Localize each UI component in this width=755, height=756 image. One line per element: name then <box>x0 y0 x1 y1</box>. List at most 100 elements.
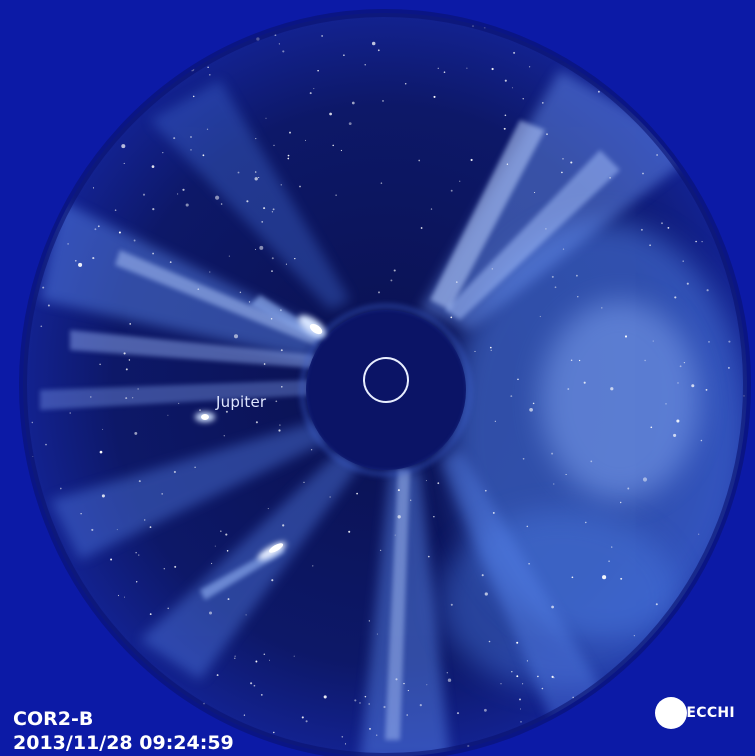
star <box>455 281 458 283</box>
star <box>528 66 531 68</box>
star <box>86 158 88 161</box>
star <box>90 72 93 74</box>
star <box>279 424 281 426</box>
star <box>529 407 533 412</box>
star <box>214 545 216 547</box>
star <box>243 714 246 716</box>
star <box>686 282 689 285</box>
star <box>125 397 128 400</box>
jupiter-label: Jupiter <box>216 393 267 411</box>
star <box>271 579 274 582</box>
star <box>129 323 131 325</box>
star <box>551 48 554 51</box>
star <box>525 30 528 33</box>
star <box>541 687 544 690</box>
star <box>554 286 557 289</box>
occulter-disk <box>306 310 466 470</box>
star <box>209 611 212 615</box>
star <box>519 708 522 710</box>
star <box>579 719 581 722</box>
star <box>698 533 700 535</box>
star <box>67 243 69 245</box>
star <box>220 203 223 205</box>
star <box>64 58 68 62</box>
star <box>703 28 705 31</box>
star <box>172 40 175 43</box>
star <box>466 67 468 69</box>
star <box>420 227 423 229</box>
star <box>608 560 610 563</box>
star <box>565 473 567 476</box>
star <box>356 492 358 495</box>
star <box>97 225 100 228</box>
star <box>250 682 253 685</box>
star <box>138 554 140 556</box>
star <box>532 402 535 405</box>
star <box>691 384 695 388</box>
star <box>364 64 366 66</box>
star <box>69 412 71 414</box>
star <box>580 19 582 21</box>
star <box>246 200 249 203</box>
star <box>397 515 401 519</box>
star <box>282 524 285 527</box>
star <box>443 71 446 74</box>
star <box>371 41 376 46</box>
star <box>459 180 461 182</box>
star <box>138 480 141 483</box>
star <box>116 529 118 531</box>
star <box>234 657 236 659</box>
star <box>522 98 524 100</box>
star <box>690 601 693 604</box>
star <box>599 705 601 707</box>
star <box>501 25 504 28</box>
star <box>281 386 283 388</box>
star <box>713 48 715 50</box>
star <box>674 296 677 299</box>
star <box>139 86 142 89</box>
streamer-upper-right-ray-2 <box>445 150 620 320</box>
star <box>151 17 154 20</box>
star <box>152 208 155 211</box>
star <box>225 410 228 413</box>
star <box>394 534 396 536</box>
star <box>541 102 544 104</box>
star <box>650 426 653 429</box>
star <box>492 511 495 514</box>
star <box>597 90 600 93</box>
star <box>540 40 543 43</box>
streamer-left-horizontal <box>40 380 312 410</box>
star <box>553 483 555 485</box>
star <box>433 95 436 98</box>
star <box>546 133 548 136</box>
star <box>47 304 50 307</box>
star <box>456 712 460 715</box>
star <box>553 677 555 679</box>
streamer-bottom-right <box>440 450 620 740</box>
star <box>676 612 681 617</box>
star <box>123 352 126 355</box>
star <box>359 702 361 704</box>
star <box>125 368 128 371</box>
star <box>285 263 287 265</box>
star <box>491 67 494 71</box>
star <box>380 182 383 184</box>
star <box>490 349 492 351</box>
star <box>683 361 686 364</box>
streamer-left-ray-2 <box>70 330 315 368</box>
star <box>254 177 258 181</box>
star <box>562 248 565 250</box>
star <box>128 359 131 361</box>
star <box>649 244 651 247</box>
star <box>513 51 516 54</box>
star <box>151 165 155 168</box>
star <box>633 635 635 637</box>
star <box>742 558 746 563</box>
star <box>237 171 240 174</box>
star <box>263 207 266 210</box>
star <box>624 335 628 338</box>
star <box>225 533 228 536</box>
star <box>293 655 295 657</box>
star <box>510 395 513 398</box>
star <box>99 450 103 454</box>
